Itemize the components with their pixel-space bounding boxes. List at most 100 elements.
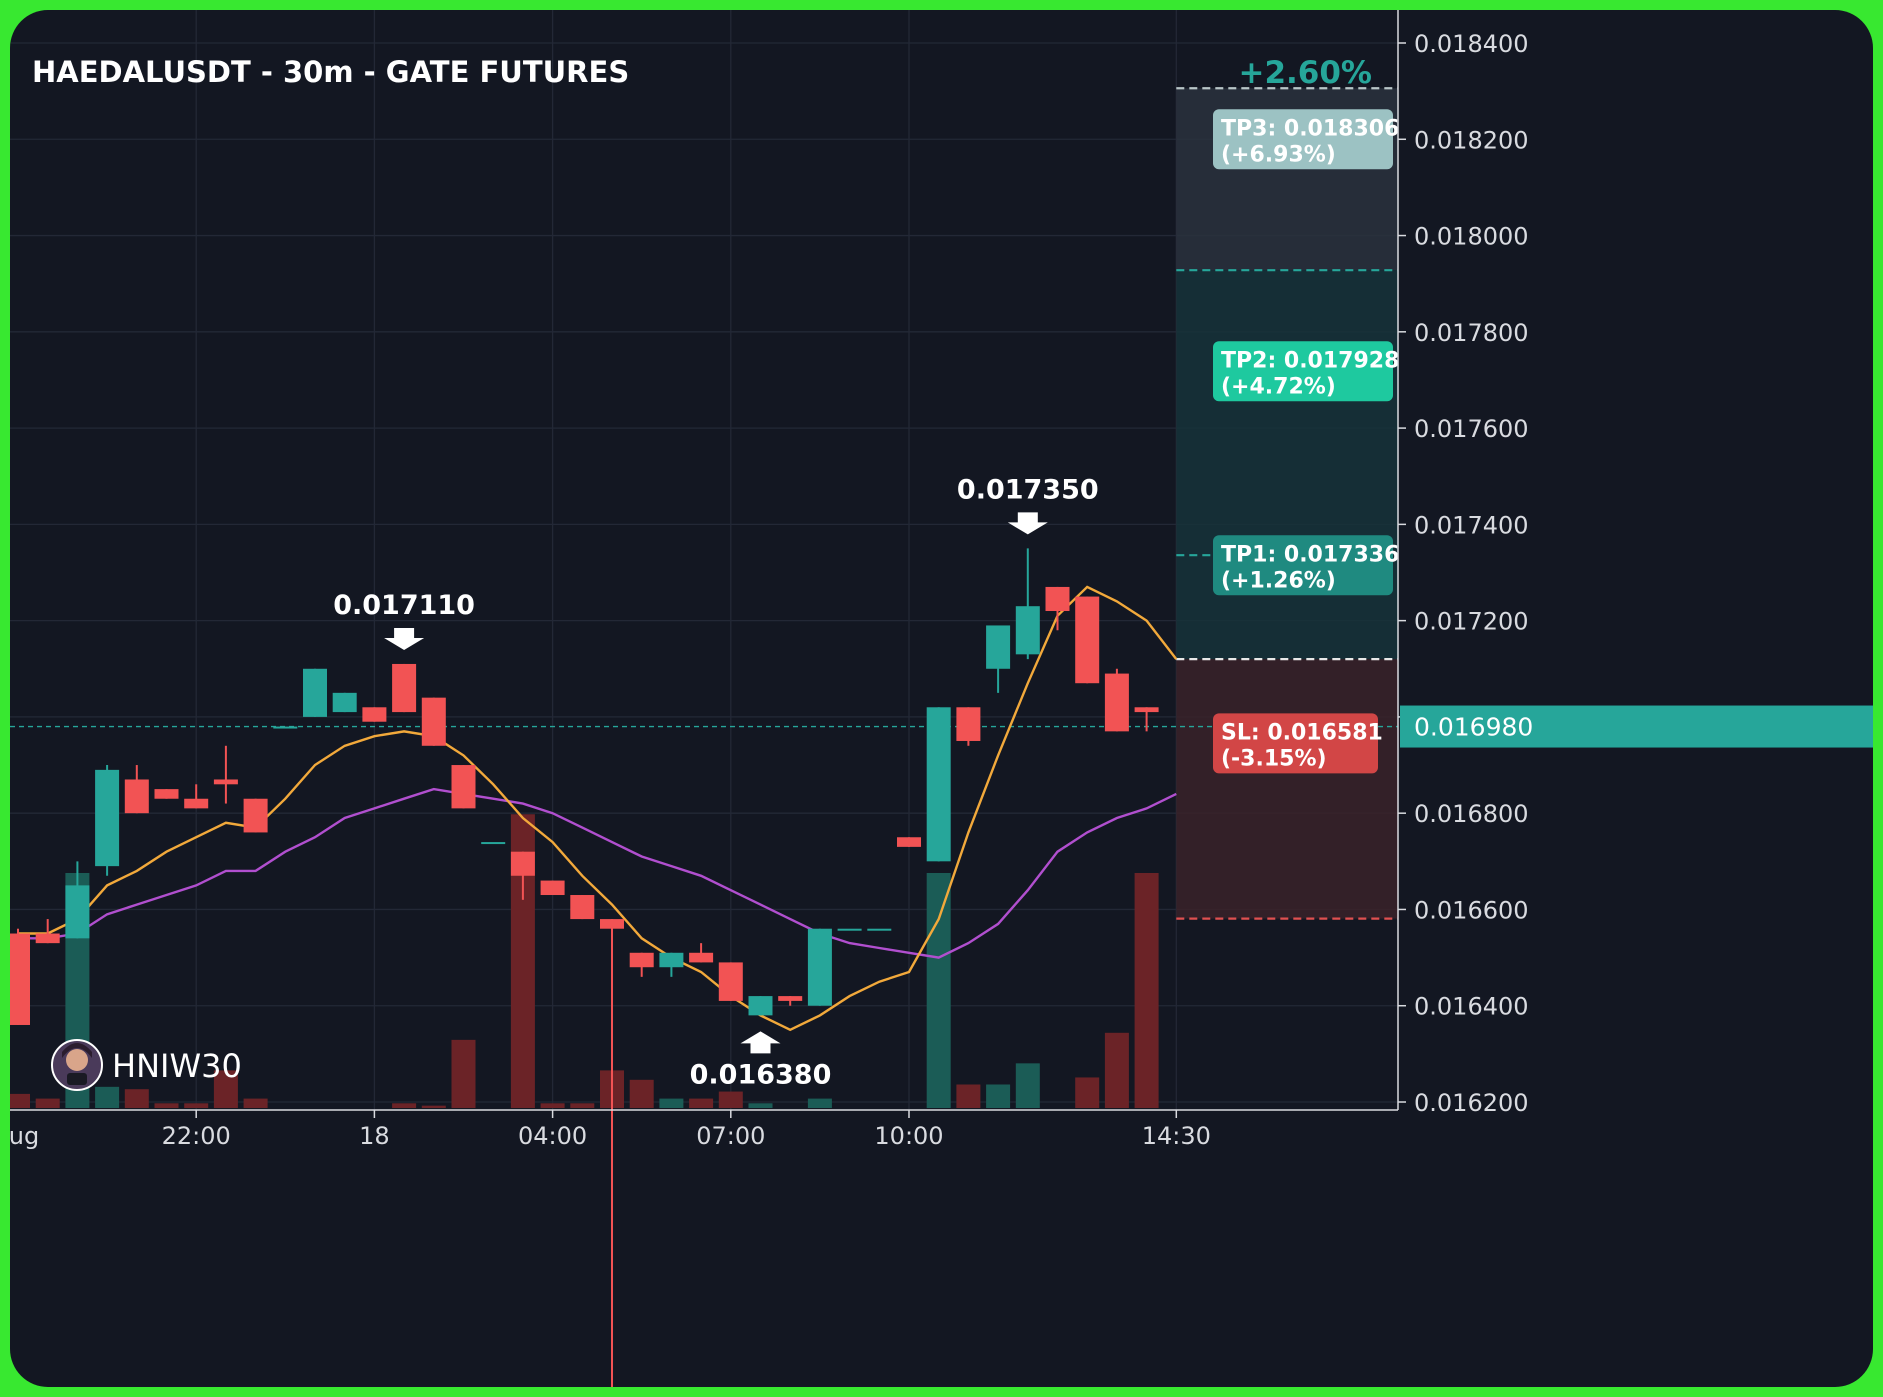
candle	[392, 663, 417, 713]
volume-bar	[926, 873, 951, 1108]
change-percent: +2.60%	[1238, 55, 1372, 91]
annotation-label: 0.017350	[957, 474, 1099, 505]
volume-bar	[95, 1086, 120, 1108]
candle-body	[1104, 673, 1129, 732]
avatar-face-icon	[66, 1049, 88, 1071]
candle-body	[154, 789, 179, 799]
candle-body	[1134, 707, 1159, 713]
volume-bar	[184, 1103, 209, 1108]
ma-yellow-line	[18, 585, 1178, 1032]
candle	[10, 928, 30, 1025]
y-tick-label: 0.016600	[1414, 896, 1529, 924]
tp2-box-pct: (+4.72%)	[1221, 374, 1336, 399]
candle	[481, 842, 506, 845]
candle-body	[332, 692, 357, 713]
candle	[778, 996, 803, 1006]
candle	[451, 765, 476, 809]
avatar-body-icon	[67, 1073, 87, 1085]
candlestick-chart[interactable]: 0.017110 0.017350 0.016380 TP3: 0.018306(+6…	[10, 10, 1873, 1387]
tp3-box-bg	[1213, 109, 1393, 170]
candle-body	[807, 928, 832, 1006]
candle	[718, 962, 743, 1001]
candle	[124, 765, 149, 814]
candle-body	[65, 885, 90, 939]
candle-body	[926, 707, 951, 862]
candle-body	[1045, 586, 1070, 612]
volume-bar	[392, 1103, 417, 1108]
candle	[1134, 707, 1159, 732]
watermark: HNIW30	[51, 1039, 242, 1091]
candle-body	[273, 726, 298, 729]
candle-body	[778, 996, 803, 1001]
volume-bar	[718, 1091, 743, 1108]
y-tick-label: 0.018200	[1414, 126, 1529, 154]
arrow-down-icon	[1007, 512, 1048, 535]
volume-bar	[1015, 1063, 1040, 1108]
y-tick-label: 0.018400	[1414, 30, 1529, 58]
tp2-box: TP2: 0.017928(+4.72%)	[1213, 341, 1399, 402]
tp1-box-price: TP1: 0.017336	[1221, 542, 1399, 567]
candle-body	[867, 928, 892, 931]
tp-zone	[1176, 270, 1398, 660]
tp1-box-bg	[1213, 535, 1393, 596]
last-price-label: 0.016980	[1414, 713, 1533, 742]
tp2-box-price: TP2: 0.017928	[1221, 348, 1399, 373]
tp1-box: TP1: 0.017336(+1.26%)	[1213, 535, 1399, 596]
ma-purple-line	[18, 787, 1177, 959]
volume-bar	[35, 1098, 60, 1108]
candle-body	[35, 933, 60, 944]
x-tick-label: 18	[359, 1122, 390, 1150]
candle	[570, 895, 595, 920]
candle	[867, 928, 892, 931]
sl-box-bg	[1213, 713, 1378, 774]
candle	[1045, 586, 1070, 631]
candle-body	[1015, 606, 1040, 655]
candle-body	[897, 837, 921, 847]
candle	[154, 789, 179, 799]
y-tick-label: 0.017400	[1414, 511, 1529, 539]
volume-bars	[10, 814, 1159, 1108]
candle-body	[392, 663, 417, 713]
tp3-box-pct: (+6.93%)	[1221, 142, 1336, 167]
volume-bar	[540, 1103, 565, 1108]
sl-zone	[1176, 659, 1398, 919]
sl-box-pct: (-3.15%)	[1221, 746, 1327, 771]
candle-body	[629, 952, 654, 968]
candle-body	[213, 779, 238, 785]
candle-body	[1075, 596, 1100, 684]
volume-bar	[956, 1084, 981, 1108]
candle-body	[510, 851, 535, 876]
x-tick-label: 14:30	[1142, 1122, 1211, 1150]
chart-title: HAEDALUSDT - 30m - GATE FUTURES	[32, 55, 629, 89]
candle	[1015, 548, 1040, 660]
candle	[807, 928, 832, 1006]
candle-body	[540, 880, 565, 896]
candle	[273, 726, 298, 729]
volume-bar	[570, 1103, 595, 1108]
volume-bar	[154, 1103, 179, 1108]
candle	[600, 919, 624, 1387]
candle-body	[184, 798, 209, 809]
candle-body	[95, 769, 120, 867]
candle	[243, 798, 268, 833]
annotation-label: 0.016380	[690, 1059, 832, 1090]
candle-body	[451, 765, 476, 809]
candle	[213, 745, 238, 804]
volume-bar	[451, 1039, 476, 1108]
candle	[897, 837, 921, 847]
candle	[986, 625, 1011, 693]
candle	[362, 707, 387, 722]
candle-body	[362, 707, 387, 722]
candle	[95, 765, 120, 876]
candle	[540, 880, 565, 896]
price-annotation: 0.017110	[333, 590, 475, 650]
candle-body	[956, 707, 981, 741]
tp3-box: TP3: 0.018306(+6.93%)	[1213, 109, 1399, 170]
volume-bar	[986, 1084, 1011, 1108]
candle	[65, 861, 90, 939]
candle	[1075, 596, 1100, 684]
candle-body	[570, 895, 595, 920]
candle	[184, 784, 209, 809]
arrow-up-icon	[740, 1031, 781, 1054]
candle-body	[421, 697, 446, 746]
